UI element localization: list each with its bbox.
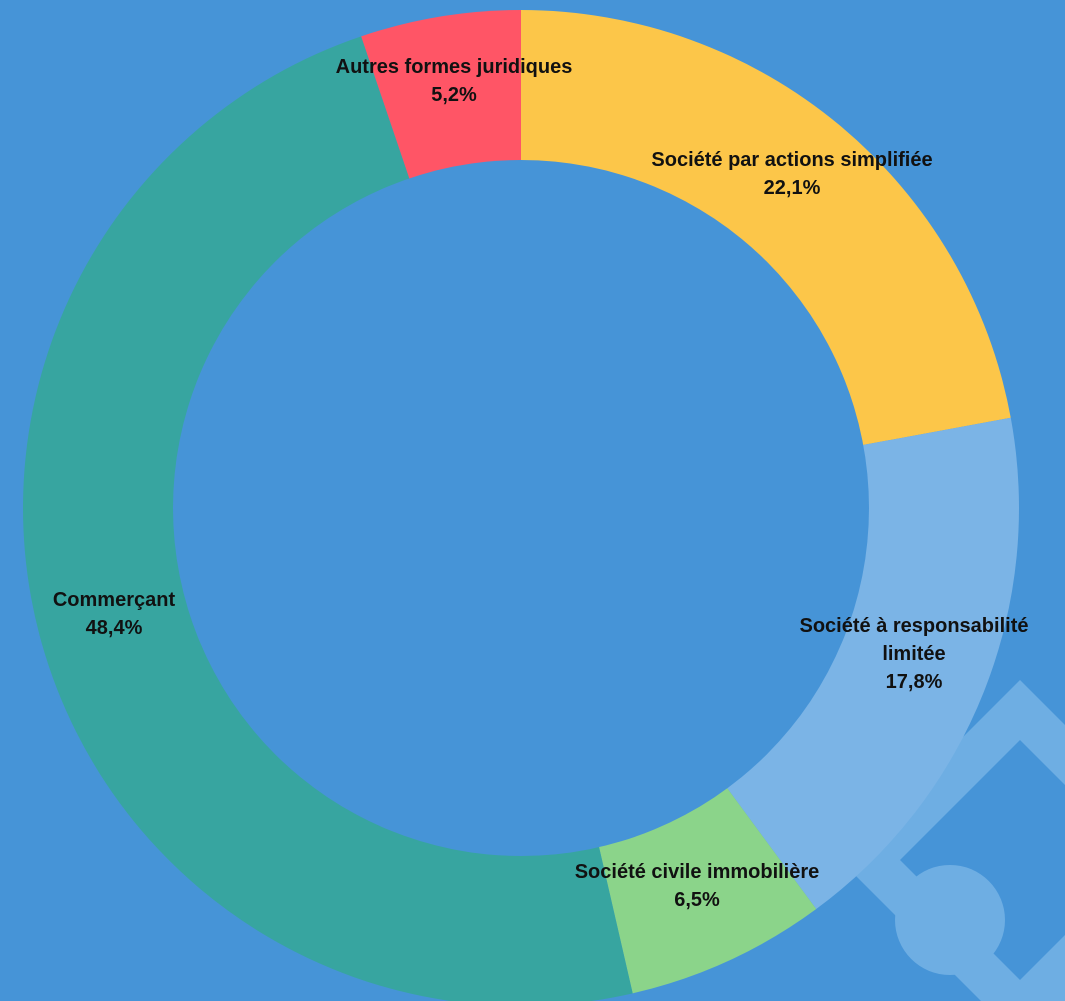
slice-label-2: Société à responsabilité limitée 17,8% — [800, 615, 1029, 693]
slice-category-label: Autres formes juridiques — [336, 56, 573, 78]
decor-diamond-inner — [900, 740, 1065, 980]
slice-value-label: 5,2% — [431, 84, 477, 106]
slice-label-3: Société civile immobilière 6,5% — [575, 861, 820, 911]
slice-category-label: Société à responsabilité — [800, 615, 1029, 637]
donut-hole — [173, 160, 869, 856]
slice-value-label: 6,5% — [674, 889, 720, 911]
slice-labels: Société par actions simplifiée 22,1%Socié… — [53, 56, 1029, 911]
slice-value-label: 17,8% — [886, 671, 943, 693]
background-decoration — [840, 680, 1065, 1001]
slice-label-5: Autres formes juridiques 5,2% — [336, 56, 573, 106]
slice-value-label: 22,1% — [764, 177, 821, 199]
slice-value-label: 48,4% — [86, 617, 143, 639]
slice-category-label: Commerçant — [53, 589, 176, 611]
slice-label-1: Société par actions simplifiée 22,1% — [651, 149, 932, 199]
slice-label-4: Commerçant 48,4% — [53, 589, 176, 639]
slice-category-label: Société civile immobilière — [575, 861, 820, 883]
slice-category-label: Société par actions simplifiée — [651, 149, 932, 171]
decor-stripe — [1015, 951, 1065, 1001]
slice-category-label: limitée — [882, 643, 945, 665]
decor-circle — [895, 865, 1005, 975]
